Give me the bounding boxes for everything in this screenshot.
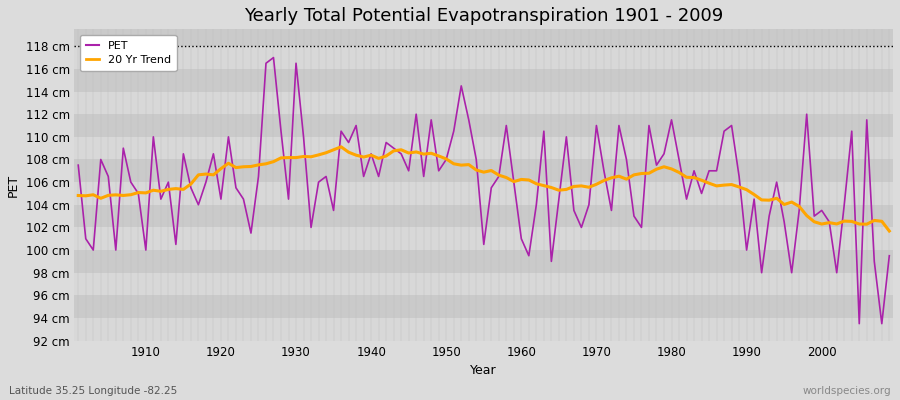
- Bar: [75, 250, 893, 273]
- Text: Latitude 35.25 Longitude -82.25: Latitude 35.25 Longitude -82.25: [9, 386, 177, 396]
- Bar: [75, 318, 893, 341]
- Bar: [75, 228, 893, 250]
- Text: worldspecies.org: worldspecies.org: [803, 386, 891, 396]
- Bar: [75, 24, 893, 46]
- Bar: [75, 160, 893, 182]
- Y-axis label: PET: PET: [7, 173, 20, 196]
- Bar: [75, 114, 893, 137]
- Bar: [75, 295, 893, 318]
- X-axis label: Year: Year: [471, 364, 497, 377]
- Title: Yearly Total Potential Evapotranspiration 1901 - 2009: Yearly Total Potential Evapotranspiratio…: [244, 7, 724, 25]
- Bar: [75, 69, 893, 92]
- Bar: [75, 182, 893, 205]
- Bar: [75, 273, 893, 295]
- Legend: PET, 20 Yr Trend: PET, 20 Yr Trend: [80, 35, 176, 71]
- Bar: [75, 92, 893, 114]
- Bar: [75, 205, 893, 228]
- Bar: [75, 46, 893, 69]
- Bar: [75, 137, 893, 160]
